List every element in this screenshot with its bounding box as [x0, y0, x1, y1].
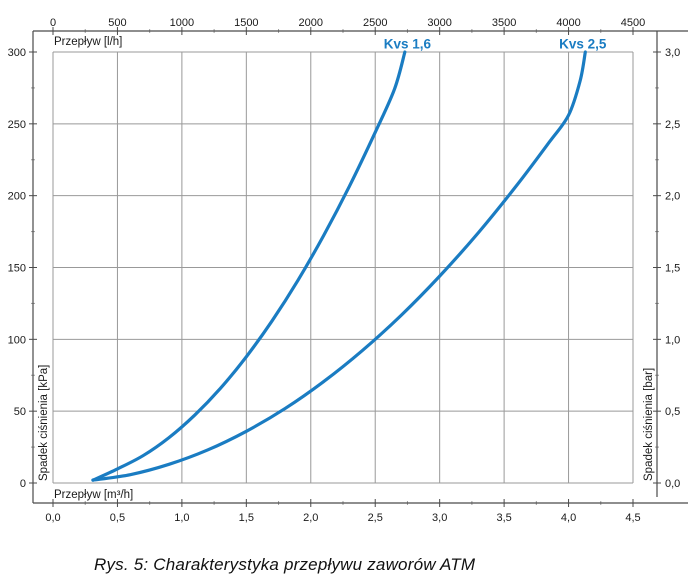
right-axis-tick-label: 1,0: [665, 334, 680, 346]
bottom-axis-tick-label: 0,0: [45, 512, 60, 524]
left-axis-tick-label: 150: [8, 263, 26, 275]
right-axis-tick-label: 2,0: [665, 191, 680, 203]
top-axis-tick-label: 2500: [363, 17, 387, 29]
left-axis-tick-label: 0: [20, 478, 26, 490]
bottom-axis-tick-label: 1,5: [239, 512, 254, 524]
curve-kvs-2-5: [91, 50, 587, 482]
curve-kvs-1-6: [91, 50, 407, 482]
series-label-kvs-1-6: Kvs 1,6: [384, 36, 432, 51]
right-axis-tick-label: 2,5: [665, 119, 680, 131]
left-axis-tick-label: 300: [8, 47, 26, 59]
left-axis-title: Spadek ciśnienia [kPa]: [38, 365, 50, 481]
chart-area: 0 500 1000 1500 2000 2500 3000 3500 4000 4500 0,0 0…: [8, 17, 688, 524]
bottom-axis-tick-label: 1,0: [174, 512, 189, 524]
top-axis-tick-label: 1000: [170, 17, 194, 29]
left-axis-tick-label: 200: [8, 191, 26, 203]
bottom-axis-tick-label: 2,5: [368, 512, 383, 524]
top-axis-tick-label: 1500: [234, 17, 258, 29]
bottom-axis-tick-label: 0,5: [110, 512, 125, 524]
top-axis-tick-label: 0: [50, 17, 56, 29]
right-axis-tick-label: 0,5: [665, 406, 680, 418]
top-axis-tick-label: 2000: [299, 17, 323, 29]
top-axis-tick-label: 4500: [621, 17, 645, 29]
right-axis-tick-label: 0,0: [665, 478, 680, 490]
top-axis-tick-label: 500: [108, 17, 126, 29]
series-label-kvs-2-5: Kvs 2,5: [559, 36, 607, 51]
figure-caption: Rys. 5: Charakterystyka przepływu zaworó…: [94, 555, 476, 574]
bottom-axis-title: Przepływ [m³/h]: [54, 489, 133, 501]
right-axis-tick-label: 1,5: [665, 263, 680, 275]
bottom-axis-tick-label: 4,0: [561, 512, 576, 524]
right-axis-title: Spadek ciśnienia [bar]: [643, 368, 655, 481]
top-axis-tick-label: 4000: [556, 17, 580, 29]
left-axis-tick-label: 50: [14, 406, 26, 418]
bottom-axis-tick-label: 2,0: [303, 512, 318, 524]
bottom-axis-tick-label: 3,0: [432, 512, 447, 524]
bottom-axis-tick-label: 4,5: [625, 512, 640, 524]
top-axis-tick-label: 3500: [492, 17, 516, 29]
top-axis-title: Przepływ [l/h]: [54, 36, 122, 48]
left-axis-tick-label: 250: [8, 119, 26, 131]
bottom-axis-tick-label: 3,5: [496, 512, 511, 524]
left-axis-tick-label: 100: [8, 334, 26, 346]
right-axis-tick-label: 3,0: [665, 47, 680, 59]
top-axis-tick-label: 3000: [427, 17, 451, 29]
